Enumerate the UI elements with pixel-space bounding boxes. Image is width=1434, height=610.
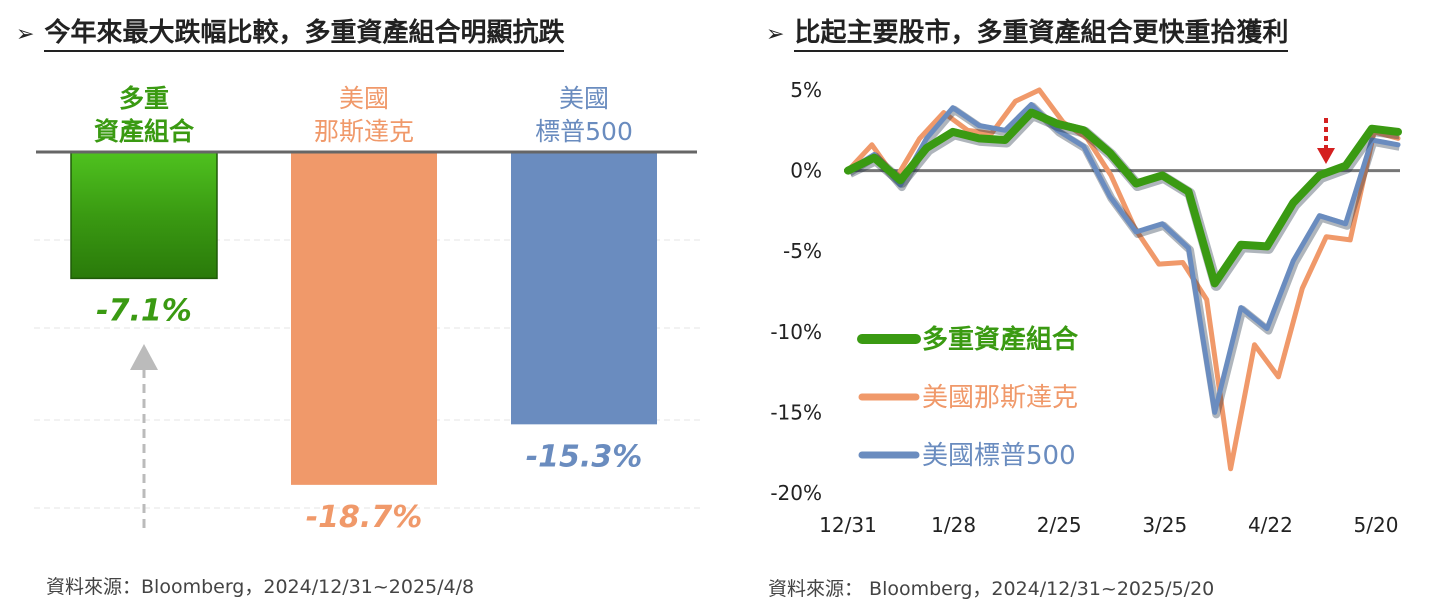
up-arrow-icon: [130, 344, 158, 370]
arrowhead-bullet-icon: ➢: [766, 22, 785, 47]
right-chart-title: ➢ 比起主要股市，多重資產組合更快重拾獲利: [766, 12, 1289, 52]
legend-label: 美國標普500: [922, 441, 1076, 471]
red-down-arrow-icon: [1317, 148, 1335, 164]
x-tick-label: 3/25: [1142, 513, 1187, 537]
max-drawdown-bar-chart: 多重資產組合 -7.1% 美國那斯達克 -18.7% 美國標普500 -15.3%: [34, 84, 700, 535]
bar-2: [291, 152, 437, 485]
x-tick-label: 12/31: [819, 513, 877, 537]
category-label: 標普500: [535, 117, 633, 146]
arrowhead-bullet-icon: ➢: [16, 22, 35, 47]
y-tick-label: -5%: [783, 239, 822, 263]
left-chart-title: ➢ 今年來最大跌幅比較，多重資產組合明顯抗跌: [16, 12, 565, 52]
legend-label: 多重資產組合: [922, 324, 1079, 355]
y-tick-label: -15%: [770, 400, 822, 424]
bar-1: [70, 151, 218, 280]
data-label: -18.7%: [306, 500, 423, 535]
left-panel: ➢ 今年來最大跌幅比較，多重資產組合明顯抗跌 多重資產組合 -7.1% 美國那斯達克 -…: [16, 12, 700, 598]
x-tick-label: 1/28: [931, 513, 976, 537]
category-label: 那斯達克: [314, 117, 414, 146]
series-line-3: [844, 108, 1402, 288]
x-tick-label: 2/25: [1037, 513, 1082, 537]
series-line-2: [845, 102, 1401, 415]
right-panel: ➢ 比起主要股市，多重資產組合更快重拾獲利 5% 0% -5% -10% -15% -20%…: [750, 0, 1434, 610]
category-label: 多重: [119, 84, 169, 113]
bar-3: [511, 152, 657, 425]
category-label: 美國: [339, 84, 389, 113]
series-line-1: [845, 87, 1401, 472]
category-label: 資產組合: [94, 117, 195, 146]
y-tick-label: -10%: [770, 320, 822, 344]
y-tick-label: 0%: [790, 159, 822, 183]
left-source-note: 資料來源：Bloomberg，2024/12/31~2025/4/8: [46, 576, 475, 598]
legend-label: 美國那斯達克: [922, 383, 1078, 413]
performance-line-chart: 5% 0% -5% -10% -15% -20% 12/31 1/28 2/25 3/25 4/22…: [770, 78, 1402, 537]
data-label: -7.1%: [96, 293, 192, 328]
y-tick-label: -20%: [770, 481, 822, 505]
x-tick-label: 4/22: [1248, 513, 1293, 537]
category-label: 美國: [559, 84, 609, 113]
x-tick-label: 5/20: [1354, 513, 1399, 537]
right-source-note: 資料來源： Bloomberg，2024/12/31~2025/5/20: [768, 578, 1215, 600]
data-label: -15.3%: [526, 439, 643, 474]
y-tick-label: 5%: [790, 78, 822, 102]
